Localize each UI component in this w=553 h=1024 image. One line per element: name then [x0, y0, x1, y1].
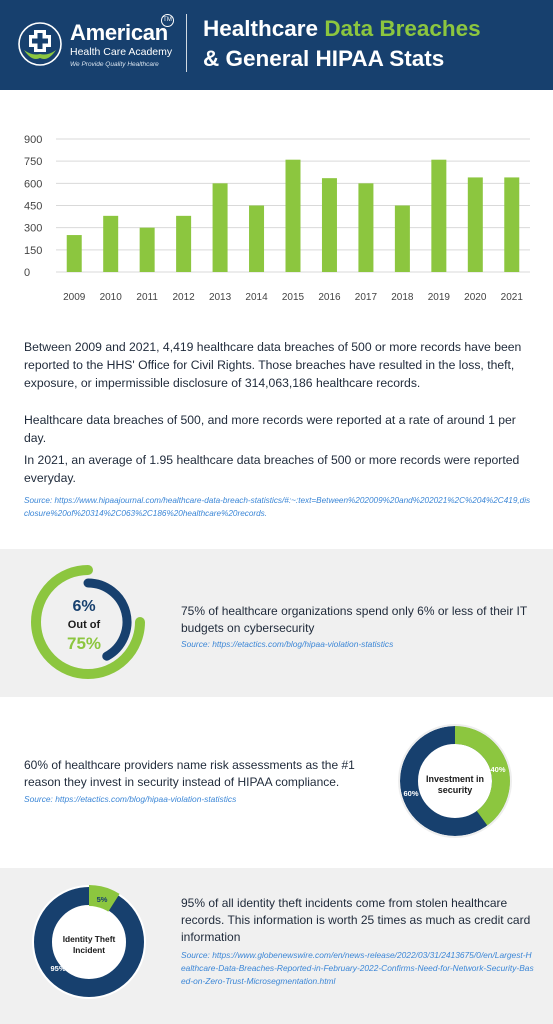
green-segment-40 [454, 726, 510, 826]
bar-2011 [139, 227, 155, 272]
risk-stat-text: 60% of healthcare providers name risk as… [24, 758, 355, 789]
x-tick-label-2010: 2010 [100, 292, 123, 303]
breaches-bar-chart: 0 150 300 450 600 750 900 2009 2010 2011 2012 2013 2… [24, 134, 530, 303]
y-tick-label: 300 [24, 223, 42, 235]
x-tick-label-2016: 2016 [318, 292, 341, 303]
brand-tagline: We Provide Quality Healthcare [70, 61, 159, 68]
breaches-paragraph-1: Between 2009 and 2021, 4,419 healthcare … [24, 340, 522, 390]
page-title-line2: & General HIPAA Stats [203, 46, 445, 71]
x-tick-label-2014: 2014 [245, 292, 268, 303]
header-banner: American TM Health Care Academy We Provi… [0, 0, 553, 90]
identity-stat-text: 95% of all identity theft incidents come… [181, 896, 531, 944]
x-tick-label-2017: 2017 [355, 292, 378, 303]
x-tick-label-2019: 2019 [428, 292, 451, 303]
y-tick-label: 0 [24, 267, 30, 279]
x-tick-label-2013: 2013 [209, 292, 232, 303]
bar-2021 [504, 177, 520, 272]
donut3-center-label: Identity Theft Incident [62, 934, 116, 955]
page-title-line1: Healthcare Data Breaches [203, 16, 481, 42]
inner-arc-6 [83, 578, 132, 661]
y-tick-label: 900 [24, 134, 42, 146]
donut2-rim [398, 724, 512, 838]
identity-theft-donut-chart [32, 885, 146, 999]
risk-source-link[interactable]: Source: https://etactics.com/blog/hipaa-… [24, 794, 237, 804]
brand-name: American [70, 20, 168, 45]
green-segment-5 [88, 885, 120, 913]
donut1-center-bottom: 75% [66, 634, 102, 653]
bar-2010 [103, 215, 119, 272]
donut3-green-label: 5% [96, 895, 108, 904]
breaches-source-link[interactable]: Source: https://www.hipaajournal.com/hea… [24, 496, 531, 518]
y-tick-label: 150 [24, 245, 42, 257]
donut2-green-label: 40% [490, 765, 506, 774]
cross-hands-logo-icon [18, 22, 62, 66]
bar-2019 [431, 159, 447, 272]
bar-2014 [249, 205, 265, 272]
bar-2012 [176, 215, 192, 272]
x-tick-label-2018: 2018 [391, 292, 414, 303]
bar-2016 [321, 178, 337, 272]
bar-2020 [467, 177, 483, 272]
x-tick-label-2021: 2021 [501, 292, 524, 303]
bar-2018 [394, 205, 410, 272]
bar-2013 [212, 183, 228, 272]
donut1-center-mid: Out of [67, 619, 101, 631]
bar-2017 [358, 183, 374, 272]
donut2-navy-label: 60% [403, 789, 419, 798]
investment-donut-chart [398, 724, 512, 838]
brand-subtitle: Health Care Academy [70, 46, 173, 58]
donut3-hole [53, 906, 125, 978]
title-accent: Data Breaches [324, 16, 481, 41]
header-divider [186, 14, 187, 72]
y-tick-label: 450 [24, 201, 42, 213]
x-tick-label-2015: 2015 [282, 292, 305, 303]
bar-2009 [66, 235, 82, 272]
budget-stat-text: 75% of healthcare organizations spend on… [181, 604, 527, 635]
trademark-badge: TM [161, 14, 174, 27]
x-tick-label-2020: 2020 [464, 292, 487, 303]
budget-donut-chart [31, 565, 145, 679]
donut3-navy-label: 95% [50, 964, 66, 973]
x-tick-label-2009: 2009 [63, 292, 86, 303]
x-tick-label-2012: 2012 [172, 292, 195, 303]
budget-source-link[interactable]: Source: https://etactics.com/blog/hipaa-… [181, 639, 394, 649]
breaches-paragraph-2: Healthcare data breaches of 500, and mor… [24, 413, 516, 445]
identity-source-link[interactable]: Source: https://www.globenewswire.com/en… [181, 950, 534, 986]
y-tick-label: 750 [24, 156, 42, 168]
breaches-paragraph-3: In 2021, an average of 1.95 healthcare d… [24, 453, 520, 485]
title-part1: Healthcare [203, 16, 325, 41]
donut2-hole [419, 745, 491, 817]
donut2-center-label: Investment in security [425, 774, 484, 795]
y-tick-label: 600 [24, 178, 42, 190]
x-tick-label-2011: 2011 [136, 292, 158, 303]
bar-2015 [285, 159, 301, 272]
outer-arc-75 [31, 565, 145, 679]
donut1-center-top: 6% [72, 598, 96, 615]
